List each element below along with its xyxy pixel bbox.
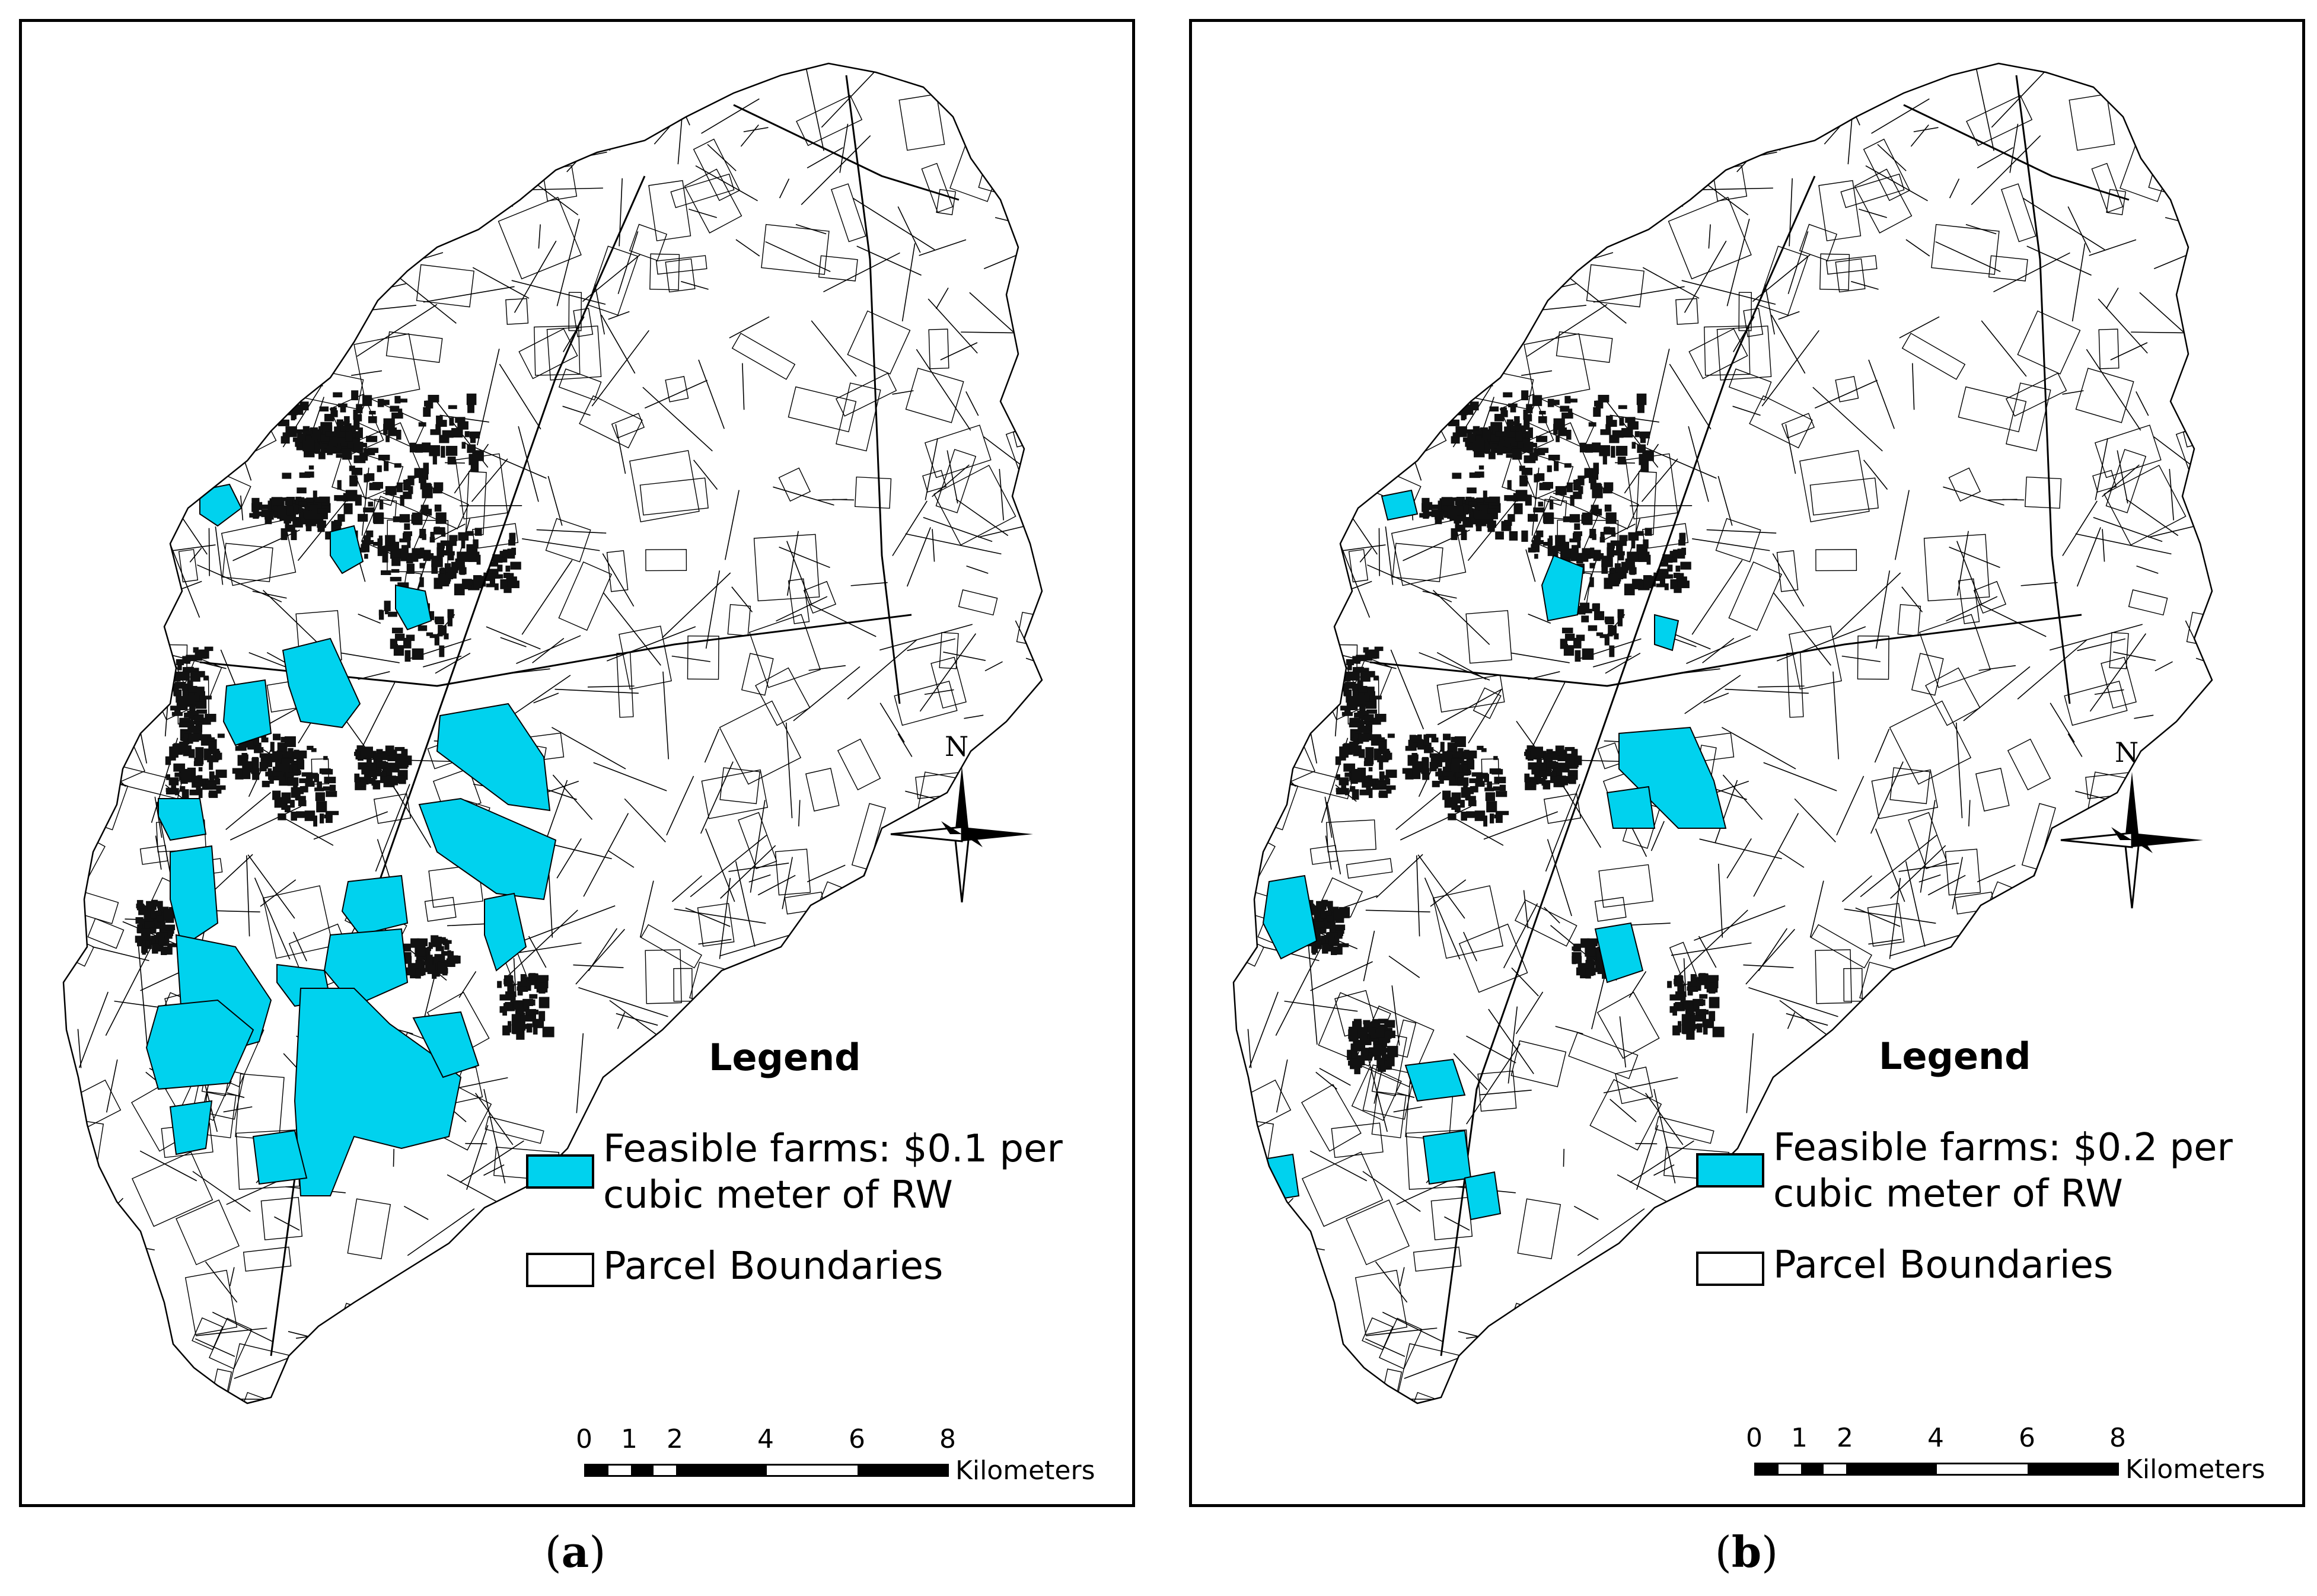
dense-parcels	[272, 745, 339, 827]
feasible-farm	[323, 928, 409, 1007]
feasible-farm	[158, 798, 207, 841]
feasible-farm	[395, 584, 432, 631]
feasible-farm	[222, 679, 272, 746]
feasible-farm	[199, 483, 243, 527]
parcel-map-b	[1232, 62, 2213, 1405]
feasible-farm	[169, 1100, 213, 1155]
feasible-farm	[145, 999, 254, 1090]
feasible-farm	[330, 525, 364, 574]
legend-parcel-b: Parcel Boundaries	[1773, 1243, 2114, 1287]
road-line	[2015, 75, 2071, 704]
map-panel-b: N Legend Feasible farms: $0.2 per cubic …	[1189, 19, 2305, 1507]
dense-parcels	[497, 973, 554, 1040]
scale-tick-8-a: 8	[939, 1424, 956, 1454]
dense-parcels	[1419, 496, 1499, 525]
caption-a: (a)	[544, 1527, 606, 1577]
feasible-farm	[1262, 874, 1318, 960]
compass-rose-icon	[890, 766, 1033, 903]
dense-parcels	[135, 899, 180, 955]
feasible-farm	[1654, 614, 1679, 652]
scale-units-b: Kilometers	[2125, 1454, 2265, 1485]
dense-parcels	[165, 733, 227, 800]
feasible-farm	[282, 637, 361, 729]
dense-parcels	[354, 745, 412, 790]
study-area-outline	[62, 62, 1043, 1405]
road-line	[1903, 104, 2130, 201]
road-line	[1440, 175, 1816, 1356]
dense-parcels	[333, 390, 484, 472]
north-label-a: N	[945, 730, 969, 762]
legend-feasible-line2-b: cubic meter of RW	[1773, 1172, 2123, 1216]
feasible-farm	[1606, 786, 1656, 829]
scale-tick-1-a: 1	[621, 1424, 638, 1454]
legend-swatch-feasible-b	[1696, 1153, 1764, 1188]
dense-parcels	[1608, 528, 1691, 596]
dense-parcels	[401, 935, 461, 979]
dense-parcels	[1442, 745, 1509, 827]
feasible-farm	[1256, 1153, 1300, 1203]
dense-parcels	[170, 646, 216, 745]
scale-bar-segments-b	[1754, 1463, 2119, 1476]
feasible-farm	[1404, 1058, 1466, 1102]
legend-parcel-a: Parcel Boundaries	[603, 1244, 944, 1288]
feasible-farm	[1594, 922, 1644, 984]
dense-parcels	[249, 496, 329, 525]
scale-tick-1-b: 1	[1791, 1423, 1808, 1453]
dense-parcels	[1667, 973, 1725, 1040]
dense-parcels	[1347, 1019, 1398, 1074]
dense-parcels	[1335, 733, 1397, 800]
legend-swatch-feasible-a	[526, 1154, 594, 1189]
legend-feasible-line2-a: cubic meter of RW	[603, 1173, 953, 1217]
road-line	[1369, 614, 2082, 687]
scale-tick-2-b: 2	[1837, 1423, 1853, 1453]
road-line	[733, 104, 960, 201]
scale-tick-4-a: 4	[757, 1424, 774, 1454]
feasible-farm	[1541, 554, 1585, 622]
road-line	[845, 75, 901, 704]
feasible-farm	[294, 988, 462, 1196]
feasible-farm	[1618, 726, 1727, 829]
feasible-farm	[252, 1129, 308, 1185]
study-area-outline	[1232, 62, 2213, 1405]
legend-feasible-line1-b: Feasible farms: $0.2 per	[1773, 1126, 2233, 1170]
feasible-farm	[341, 874, 409, 936]
north-label-b: N	[2115, 736, 2139, 768]
feasible-farm	[484, 892, 527, 972]
feasible-farm	[1464, 1171, 1502, 1221]
feasible-farm	[170, 845, 219, 948]
legend-feasible-line1-a: Feasible farms: $0.1 per	[603, 1127, 1063, 1171]
scale-tick-6-a: 6	[849, 1424, 865, 1454]
compass-rose-icon	[2060, 772, 2203, 909]
scale-bar-segments-a	[584, 1464, 949, 1477]
legend-title-b: Legend	[1879, 1035, 2031, 1078]
dense-parcels	[295, 425, 364, 460]
dense-parcels	[1503, 390, 1654, 472]
feasible-farm	[418, 797, 557, 901]
feasible-farm	[436, 703, 551, 812]
feasible-farm	[1422, 1129, 1472, 1185]
dense-parcels	[1524, 745, 1582, 790]
scale-tick-0-b: 0	[1746, 1423, 1763, 1453]
feasible-farm	[412, 1011, 480, 1078]
legend-swatch-parcel-a	[526, 1253, 594, 1287]
scale-tick-0-a: 0	[576, 1424, 592, 1454]
scale-tick-8-b: 8	[2109, 1423, 2126, 1453]
scale-units-a: Kilometers	[955, 1455, 1095, 1486]
scale-tick-6-b: 6	[2019, 1423, 2035, 1453]
map-panel-a: N Legend Feasible farms: $0.1 per cubic …	[19, 19, 1135, 1507]
feasible-farm	[1381, 489, 1419, 521]
scale-tick-2-a: 2	[667, 1424, 683, 1454]
legend-title-a: Legend	[709, 1036, 861, 1079]
caption-b: (b)	[1714, 1527, 1779, 1577]
parcel-map-a	[62, 62, 1043, 1405]
dense-parcels	[1465, 425, 1534, 460]
scale-tick-4-b: 4	[1927, 1423, 1944, 1453]
dense-parcels	[1340, 646, 1387, 745]
dense-parcels	[438, 528, 521, 596]
legend-swatch-parcel-b	[1696, 1252, 1764, 1286]
dense-parcels	[354, 461, 447, 561]
